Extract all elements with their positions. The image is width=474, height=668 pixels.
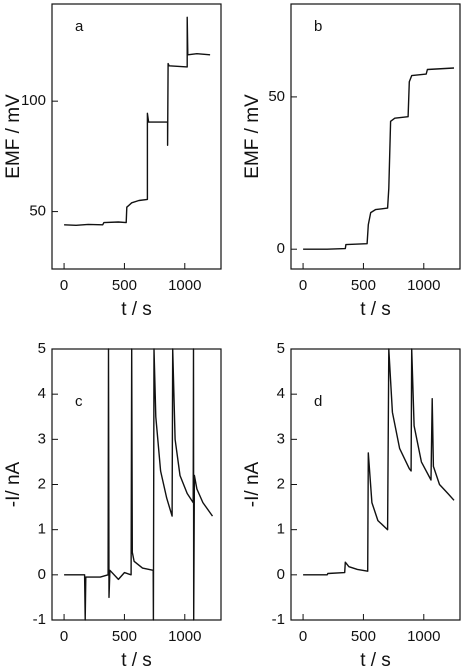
x-tick-label: 500 bbox=[351, 277, 376, 294]
panel-label: b bbox=[314, 18, 322, 35]
x-axis-label: t / s bbox=[121, 650, 152, 668]
x-tick-label: 0 bbox=[299, 628, 307, 645]
y-axis-label: -I/ nA bbox=[242, 461, 263, 507]
panel-label: d bbox=[314, 393, 322, 410]
y-tick-label: 0 bbox=[277, 566, 285, 583]
y-tick-label: 5 bbox=[38, 340, 46, 357]
y-tick-label: -1 bbox=[33, 611, 46, 628]
panel-label: a bbox=[75, 18, 84, 35]
y-tick-label: 2 bbox=[38, 475, 46, 492]
y-tick-label: 0 bbox=[38, 566, 46, 583]
panel: 0 500 1000 0 50 b t / s EMF / mV bbox=[242, 3, 461, 320]
x-tick-label: 0 bbox=[60, 628, 68, 645]
plot-frame bbox=[51, 3, 222, 270]
x-axis-label: t / s bbox=[360, 650, 391, 668]
x-tick-label: 1000 bbox=[407, 628, 440, 645]
x-axis-label: t / s bbox=[121, 299, 152, 320]
x-tick-label: 0 bbox=[60, 277, 68, 294]
data-line bbox=[64, 16, 211, 226]
y-tick-label: 4 bbox=[277, 385, 285, 402]
x-tick-label: 1000 bbox=[168, 628, 201, 645]
y-tick-label: 5 bbox=[277, 340, 285, 357]
data-line bbox=[64, 348, 214, 621]
y-axis-label: -I/ nA bbox=[3, 461, 24, 507]
y-tick-label: 50 bbox=[29, 203, 46, 220]
y-tick-label: 1 bbox=[38, 521, 46, 538]
data-line bbox=[303, 348, 455, 576]
x-tick-label: 500 bbox=[112, 628, 137, 645]
panel: 0 500 1000 50 100 a t / s EMF / mV bbox=[3, 3, 222, 320]
y-axis-label: EMF / mV bbox=[3, 94, 24, 179]
x-tick-label: 0 bbox=[299, 277, 307, 294]
y-tick-label: 1 bbox=[277, 521, 285, 538]
x-tick-label: 500 bbox=[351, 628, 376, 645]
y-tick-label: 3 bbox=[38, 430, 46, 447]
y-tick-label: 4 bbox=[38, 385, 46, 402]
y-tick-label: 100 bbox=[21, 92, 46, 109]
x-axis-label: t / s bbox=[360, 299, 391, 320]
y-axis-label: EMF / mV bbox=[242, 94, 263, 179]
y-tick-label: 0 bbox=[277, 240, 285, 257]
data-line bbox=[303, 67, 455, 250]
y-tick-label: -1 bbox=[272, 611, 285, 628]
panel-label: c bbox=[75, 393, 83, 410]
panel: 0 500 1000 -1 0 1 2 3 4 5 d t / s -I/ nA bbox=[242, 340, 461, 668]
panel: 0 500 1000 -1 0 1 2 3 4 5 c t / s -I/ nA bbox=[3, 340, 222, 668]
x-tick-label: 1000 bbox=[168, 277, 201, 294]
plot-frame bbox=[290, 348, 461, 621]
y-tick-label: 2 bbox=[277, 475, 285, 492]
x-tick-label: 500 bbox=[112, 277, 137, 294]
y-tick-label: 50 bbox=[268, 88, 285, 105]
y-tick-label: 3 bbox=[277, 430, 285, 447]
x-tick-label: 1000 bbox=[407, 277, 440, 294]
plot-frame bbox=[290, 3, 461, 270]
